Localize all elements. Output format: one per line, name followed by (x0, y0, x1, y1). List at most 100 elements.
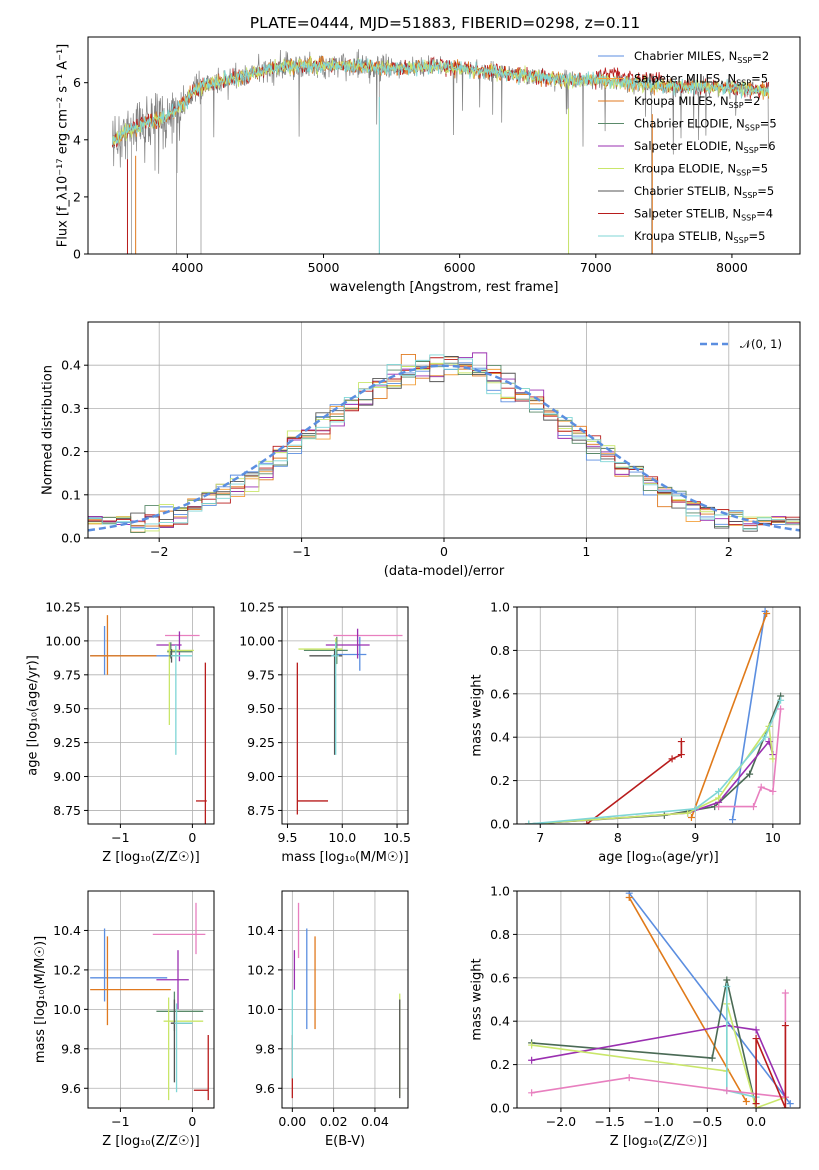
y-axis-label: Normed distribution (41, 365, 56, 495)
y-axis-label: mass weight (470, 958, 485, 1040)
y-tick-label: 1.0 (490, 600, 510, 615)
y-tick-label: 9.8 (61, 1041, 81, 1056)
weight-point (746, 770, 754, 778)
plot-frame (87, 890, 215, 1109)
x-tick-label: −2 (150, 544, 168, 559)
x-axis-label: Z [log₁₀(Z/Z☉)] (102, 1134, 199, 1149)
weight-point (723, 976, 731, 984)
x-tick-label: 0.0 (746, 1114, 766, 1129)
x-tick-label: −1.5 (595, 1114, 625, 1129)
weight-point (528, 1089, 536, 1097)
y-tick-label: 9.75 (247, 667, 275, 682)
y-tick-label: 10.4 (53, 923, 81, 938)
weight-lines (525, 607, 785, 824)
x-axis-label: E(B-V) (325, 1134, 365, 1149)
x-axis-label: age [log₁₀(age/yr)] (598, 850, 719, 865)
y-tick-label: 0.6 (490, 970, 510, 985)
y-tick-label: 0.4 (490, 1014, 510, 1029)
errorbar-group (90, 902, 209, 1101)
x-axis-label: Z [log₁₀(Z/Z☉)] (610, 1134, 707, 1149)
y-tick-label: 0.2 (490, 1057, 510, 1072)
age-vs-mass-plot: 9.5 10.0 10.5 8.75 9.00 9.25 9.50 9.75 10.00 10.2… (239, 600, 411, 866)
legend-suffix: =6 (759, 139, 776, 153)
legend-subscript: SSP (741, 214, 756, 223)
weight-point (786, 1100, 794, 1108)
y-tick-label: 6 (73, 75, 81, 90)
y-tick-label: 10.4 (247, 923, 275, 938)
weight-point (583, 820, 591, 824)
legend-subscript: SSP (745, 124, 760, 133)
y-tick-label: 0.6 (490, 686, 510, 701)
mass-vs-metallicity-plot: −1 0 9.6 9.8 10.0 10.2 10.4 Z [log₁₀(Z/Z☉)] mass… (33, 890, 215, 1149)
weight-point (757, 783, 765, 791)
y-tick-label: 9.50 (53, 701, 81, 716)
y-tick-label: 0.3 (61, 401, 81, 416)
histogram-series (88, 354, 800, 530)
y-axis-label: mass weight (470, 674, 485, 756)
y-tick-label: 1.0 (490, 884, 510, 899)
y-tick-label: 0.2 (490, 773, 510, 788)
legend-suffix: =5 (757, 184, 774, 198)
x-tick-label: 8000 (716, 260, 748, 275)
x-tick-label: 1 (582, 544, 590, 559)
weight-point (781, 989, 789, 997)
x-tick-label: 10.0 (328, 830, 356, 845)
weight-series-line (586, 741, 683, 824)
y-tick-label: 9.6 (255, 1081, 275, 1096)
y-tick-label: 10.0 (53, 1002, 81, 1017)
weight-point (625, 894, 633, 902)
x-tick-label: 0.00 (278, 1114, 306, 1129)
age-vs-metallicity-plot: −1 0 8.75 9.00 9.25 9.50 9.75 10.00 10.25 Z [log₁… (26, 600, 215, 865)
normal-curve (88, 364, 800, 532)
y-tick-label: 0.0 (490, 817, 510, 832)
legend-label: Salpeter ELODIE, NSSP=6 (634, 139, 776, 155)
legend-subscript: SSP (737, 56, 752, 65)
x-tick-label: −1.0 (643, 1114, 673, 1129)
y-tick-label: 8.75 (247, 803, 275, 818)
weight-series-line (531, 1024, 787, 1098)
legend-suffix: =5 (751, 72, 768, 86)
weight-point (752, 1026, 760, 1034)
legend-label: Salpeter MILES, NSSP=5 (634, 72, 768, 88)
legend-subscript: SSP (729, 101, 744, 110)
x-tick-label: 0.04 (361, 1114, 389, 1129)
weight-point (715, 794, 723, 802)
legend-subscript: SSP (734, 236, 749, 245)
y-tick-label: 0.2 (61, 444, 81, 459)
y-tick-label: 10.2 (247, 962, 275, 977)
x-axis-label: (data-model)/error (384, 564, 505, 579)
weight-vs-metallicity-plot: −2.0 −1.5 −1.0 −0.5 0.0 0.0 0.2 0.4 0.6 0.8 1.0 Z [… (470, 884, 801, 1149)
weight-point (668, 755, 676, 763)
legend-suffix: =5 (760, 117, 777, 131)
weight-point (781, 1022, 789, 1030)
weight-series-line (690, 613, 768, 818)
weight-point (708, 1054, 716, 1062)
y-tick-label: 9.00 (53, 769, 81, 784)
weight-point (723, 982, 731, 990)
x-tick-label: 10 (765, 830, 781, 845)
x-axis-label: mass [log₁₀(M/M☉)] (281, 850, 408, 865)
weight-point (781, 1104, 789, 1108)
weight-point (749, 803, 757, 811)
legend-subscript: SSP (742, 191, 757, 200)
legend-suffix: =4 (756, 207, 773, 221)
legend-subscript: SSP (736, 169, 751, 178)
legend-label: Salpeter STELIB, NSSP=4 (634, 207, 773, 223)
weight-series-line (528, 739, 774, 824)
plot-frame (281, 606, 409, 825)
weight-point (729, 816, 737, 824)
plot-frame (516, 890, 801, 1109)
histogram-group (88, 352, 800, 533)
legend-suffix: =2 (744, 94, 761, 108)
x-tick-label: −1 (111, 1114, 129, 1129)
y-tick-label: 0.4 (61, 358, 81, 373)
weight-series-line (755, 1025, 787, 1108)
y-tick-label: 0.8 (490, 643, 510, 658)
x-tick-label: 9.5 (278, 830, 298, 845)
y-tick-label: 0.8 (490, 927, 510, 942)
errorbar-group (90, 615, 207, 824)
weight-point (677, 751, 685, 759)
x-tick-label: −0.5 (692, 1114, 722, 1129)
weight-point (528, 1041, 536, 1049)
